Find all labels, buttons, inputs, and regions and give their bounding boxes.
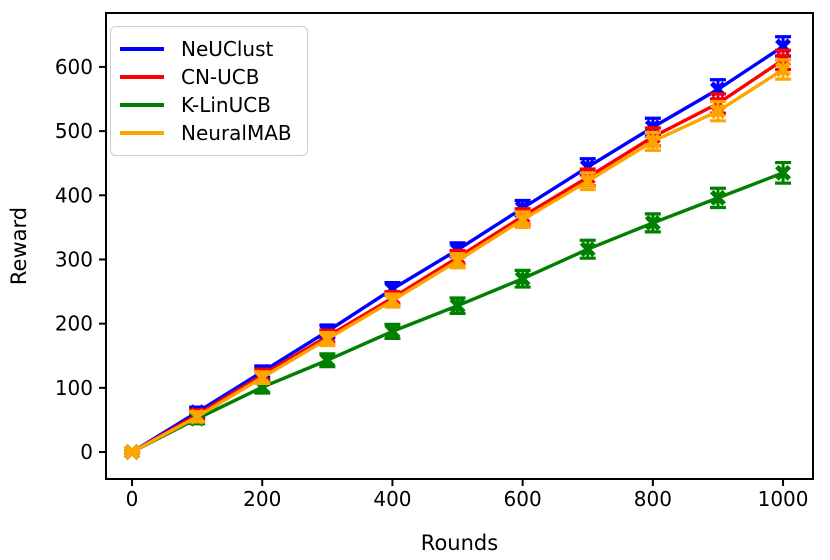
legend-line-swatch — [120, 131, 164, 135]
x-tick-label: 1000 — [758, 487, 809, 511]
x-marker — [254, 369, 271, 386]
legend-label: K-LinUCB — [181, 93, 271, 117]
x-marker — [514, 270, 531, 287]
x-marker — [124, 444, 141, 461]
legend-label: NeuralMAB — [181, 121, 292, 145]
y-axis-label: Reward — [7, 207, 31, 285]
legend: NeUClust CN-UCB K-LinUCB NeuralMAB — [110, 26, 308, 156]
x-marker — [319, 331, 336, 348]
marker-stroke — [579, 173, 596, 190]
marker-stroke — [384, 292, 401, 309]
marker-stroke — [449, 252, 466, 269]
legend-item-K-LinUCB: K-LinUCB — [120, 92, 307, 118]
y-tick-label: 400 — [55, 183, 93, 207]
marker-stroke — [449, 297, 466, 314]
legend-line-swatch — [120, 75, 164, 79]
marker-stroke — [514, 211, 531, 228]
marker-stroke — [189, 408, 206, 425]
legend-item-NeUClust: NeUClust — [120, 36, 307, 62]
x-marker — [384, 292, 401, 309]
marker-stroke — [644, 133, 661, 150]
x-marker — [644, 214, 661, 231]
x-axis: 0 200 400 600 800 1000 — [126, 479, 809, 511]
x-marker — [775, 61, 792, 78]
x-tick-label: 800 — [634, 487, 672, 511]
plot-border — [105, 12, 814, 480]
series-NeuralMAB — [124, 58, 792, 461]
marker-stroke — [709, 103, 726, 120]
legend-item-NeuralMAB: NeuralMAB — [120, 120, 307, 146]
legend-item-CN-UCB: CN-UCB — [120, 64, 307, 90]
x-marker — [709, 189, 726, 206]
legend-line-swatch — [120, 103, 164, 107]
y-tick-label: 100 — [55, 376, 93, 400]
y-tick-label: 600 — [55, 55, 93, 79]
marker-stroke — [579, 241, 596, 258]
y-tick-label: 500 — [55, 119, 93, 143]
marker-stroke — [514, 270, 531, 287]
x-tick-label: 400 — [373, 487, 411, 511]
marker-stroke — [124, 444, 141, 461]
x-marker — [579, 173, 596, 190]
x-marker — [319, 352, 336, 369]
x-marker — [189, 408, 206, 425]
x-tick-label: 0 — [126, 487, 139, 511]
x-axis-label: Rounds — [421, 531, 498, 555]
x-tick-label: 200 — [243, 487, 281, 511]
x-marker — [579, 241, 596, 258]
series-K-LinUCB — [124, 160, 792, 461]
x-marker — [644, 133, 661, 150]
y-tick-label: 0 — [80, 440, 93, 464]
y-tick-label: 200 — [55, 312, 93, 336]
legend-label: CN-UCB — [181, 65, 260, 89]
marker-stroke — [709, 189, 726, 206]
marker-stroke — [644, 214, 661, 231]
x-tick-label: 600 — [504, 487, 542, 511]
marker-stroke — [775, 61, 792, 78]
y-axis: 0 100 200 300 400 500 600 — [55, 55, 106, 464]
marker-stroke — [775, 164, 792, 181]
marker-stroke — [384, 323, 401, 340]
x-marker — [775, 164, 792, 181]
x-marker — [449, 252, 466, 269]
x-marker — [709, 103, 726, 120]
legend-label: NeUClust — [181, 37, 274, 61]
marker-stroke — [254, 369, 271, 386]
legend-line-swatch — [120, 47, 164, 51]
x-marker — [449, 297, 466, 314]
x-marker — [384, 323, 401, 340]
marker-stroke — [319, 352, 336, 369]
y-tick-label: 300 — [55, 247, 93, 271]
x-marker — [514, 211, 531, 228]
marker-stroke — [319, 331, 336, 348]
